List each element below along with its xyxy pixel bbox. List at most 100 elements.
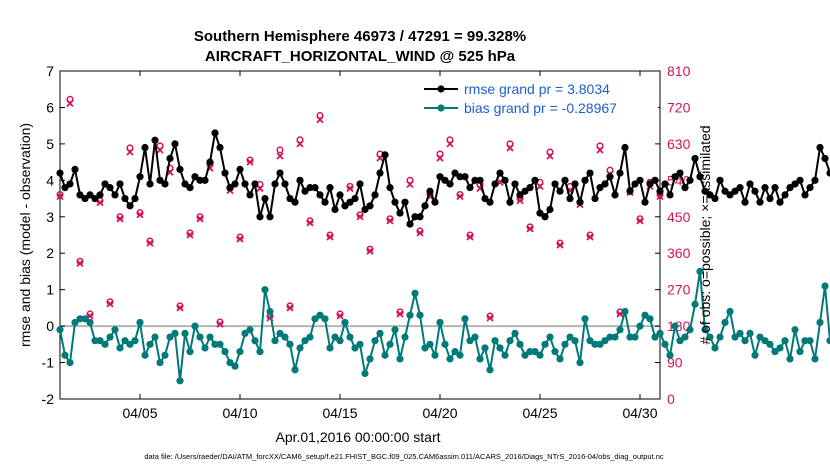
assimilated-obs-stroke — [126, 148, 134, 156]
assimilated-obs-stroke — [466, 233, 474, 241]
rmse-point — [196, 176, 204, 184]
bias-point — [686, 326, 694, 334]
bias-point — [606, 333, 614, 341]
y-ticks: -2 -1 0 1 2 3 4 5 6 7 — [42, 63, 65, 407]
rmse-point — [676, 169, 684, 177]
assimilated-obs-marker — [436, 154, 444, 162]
bias-point — [66, 358, 74, 367]
bias-point — [381, 351, 389, 359]
bias-point — [401, 333, 409, 341]
y2-tick-label: 810 — [667, 63, 691, 79]
bias-point — [501, 351, 509, 359]
rmse-point — [276, 169, 284, 177]
bias-point — [641, 311, 649, 319]
y-tick-label: 2 — [46, 245, 54, 261]
rmse-point — [596, 184, 604, 192]
bias-point — [271, 337, 279, 345]
assimilated-obs-marker — [306, 219, 314, 227]
rmse-point — [91, 194, 99, 203]
rmse-point — [821, 154, 829, 163]
rmse-point — [646, 180, 654, 188]
rmse-point — [776, 198, 784, 206]
rmse-point — [621, 143, 629, 152]
assimilated-obs-stroke — [186, 231, 194, 239]
rmse-point — [286, 194, 294, 203]
bias-point — [471, 333, 479, 341]
rmse-point — [96, 191, 104, 199]
bias-point — [206, 333, 214, 341]
rmse-point — [266, 213, 274, 221]
rmse-point — [236, 165, 244, 173]
assimilated-obs-marker — [286, 304, 294, 312]
x-tick-label: 04/25 — [522, 405, 557, 421]
assimilated-obs-stroke — [326, 233, 334, 241]
bias-point — [386, 340, 394, 348]
rmse-point — [811, 176, 819, 184]
bias-point — [496, 344, 504, 352]
bias-point — [711, 344, 719, 352]
x-tick-label: 04/10 — [222, 405, 257, 421]
rmse-point — [296, 176, 304, 184]
y-tick-label: 5 — [46, 136, 54, 152]
assimilated-obs-marker — [516, 196, 524, 205]
bias-point — [821, 282, 829, 290]
rmse-point — [171, 140, 179, 148]
bias-point — [701, 326, 709, 334]
bias-point — [561, 340, 569, 348]
y2-axis-label: # of obs: o=possible; ×=assimilated — [697, 125, 713, 344]
assimilated-obs-marker — [396, 310, 404, 318]
bias-point — [151, 333, 159, 341]
rmse-point — [791, 180, 799, 188]
bias-point — [266, 307, 274, 316]
assimilated-obs-stroke — [386, 217, 394, 225]
bias-point — [716, 333, 724, 341]
assimilated-obs-marker — [406, 180, 414, 189]
assimilated-obs-marker — [386, 217, 394, 225]
rmse-point — [356, 180, 364, 188]
assimilated-obs-marker — [186, 231, 194, 239]
rmse-point — [211, 129, 219, 137]
bias-point — [156, 358, 164, 367]
bias-point — [531, 348, 539, 356]
rmse-point — [101, 180, 109, 188]
rmse-point — [541, 213, 549, 221]
rmse-point — [466, 184, 474, 192]
rmse-point — [716, 176, 724, 184]
rmse-point — [711, 194, 719, 203]
rmse-point — [521, 187, 529, 195]
bias-point — [121, 337, 129, 345]
data-file-note: data file: /Users/raeder/DAI/ATM_forcXX/… — [144, 452, 664, 461]
assimilated-obs-stroke — [276, 152, 284, 160]
rmse-point — [371, 191, 379, 199]
rmse-point — [141, 143, 149, 152]
assimilated-obs-marker — [96, 198, 104, 207]
bias-point — [286, 340, 294, 348]
rmse-point — [346, 198, 354, 206]
assimilated-obs-marker — [536, 182, 544, 191]
assimilated-obs-stroke — [516, 196, 524, 205]
assimilated-obs-stroke — [356, 213, 364, 221]
bias-point — [736, 329, 744, 337]
assimilated-obs-marker — [56, 192, 64, 201]
assimilated-obs-stroke — [236, 235, 244, 243]
bias-point — [326, 344, 334, 352]
y2-tick-label: 270 — [667, 282, 691, 298]
assimilated-obs-marker — [586, 233, 594, 241]
bias-point — [556, 355, 564, 363]
rmse-point — [291, 198, 299, 206]
bias-point — [541, 340, 549, 348]
rmse-point — [351, 194, 359, 203]
assimilated-obs-marker — [336, 312, 344, 320]
chart-subtitle: AIRCRAFT_HORIZONTAL_WIND @ 525 hPa — [205, 48, 516, 65]
bias-point — [756, 333, 764, 341]
bias-point — [781, 337, 789, 345]
assimilated-obs-stroke — [366, 247, 374, 255]
bias-point — [311, 315, 319, 323]
assimilated-obs-marker — [526, 225, 534, 233]
bias-point — [586, 337, 594, 345]
assimilated-obs-stroke — [196, 215, 204, 223]
bias-point — [426, 340, 434, 348]
rmse-point — [416, 213, 424, 221]
rmse-point — [571, 180, 579, 188]
